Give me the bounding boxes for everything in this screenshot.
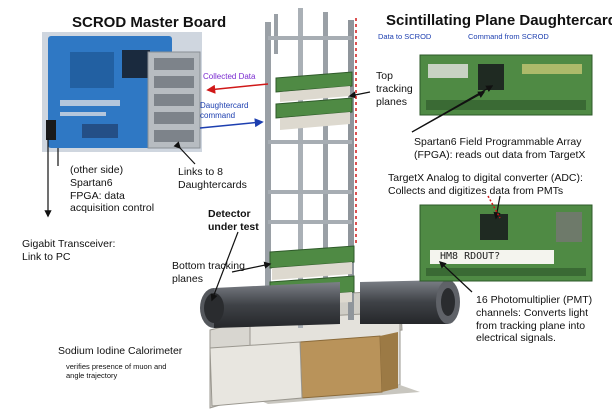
collected-data-label: Collected Data	[203, 72, 256, 81]
links-label: Links to 8 Daughtercards	[178, 166, 247, 191]
bottom-planes-line	[231, 261, 272, 273]
board-silkscreen: HM8 RDOUT?	[440, 251, 501, 262]
daughtercard-bottom-photo	[419, 204, 593, 282]
calorimeter-note: verifies presence of muon and angle traj…	[66, 362, 167, 381]
detector-frame	[200, 8, 460, 409]
daughtercard-title: Scintillating Plane Daughtercard	[386, 12, 612, 29]
scrod-board-photo	[42, 32, 202, 152]
pmt-line	[438, 261, 473, 293]
daughtercard-top-photo	[419, 54, 593, 116]
detector-line	[210, 231, 239, 302]
callout-lines	[44, 85, 501, 302]
spartan6-label: Spartan6 Field Programmable Array (FPGA)…	[414, 136, 586, 161]
collected-data-arrow	[206, 83, 269, 94]
scrod-title: SCROD Master Board	[72, 14, 227, 31]
targetx-line	[493, 195, 501, 220]
red-dashed-targetx	[487, 195, 501, 219]
daughtercard-command-label: Daughtercard command	[200, 101, 249, 120]
gigabit-label: Gigabit Transceiver: Link to PC	[22, 238, 116, 263]
spartan-line-2	[411, 85, 494, 133]
command-from-scrod-label: Command from SCROD	[468, 32, 549, 41]
bottom-planes-label: Bottom tracking planes	[172, 260, 245, 285]
top-planes-line	[348, 91, 371, 99]
daughtercard-command-arrow	[199, 118, 264, 129]
pmt-label: 16 Photomultiplier (PMT) channels: Conve…	[476, 294, 593, 345]
links-line	[173, 141, 196, 165]
targetx-label: TargetX Analog to digital converter (ADC…	[388, 172, 583, 197]
other-side-label: (other side) Spartan6 FPGA: data acquisi…	[70, 164, 155, 215]
top-planes-label: Top tracking planes	[376, 70, 413, 108]
detector-label: Detector under test	[208, 208, 259, 233]
calorimeter-label: Sodium Iodine Calorimeter	[58, 345, 183, 357]
signal-arrows	[199, 18, 501, 246]
data-to-scrod-label: Data to SCROD	[378, 32, 432, 41]
